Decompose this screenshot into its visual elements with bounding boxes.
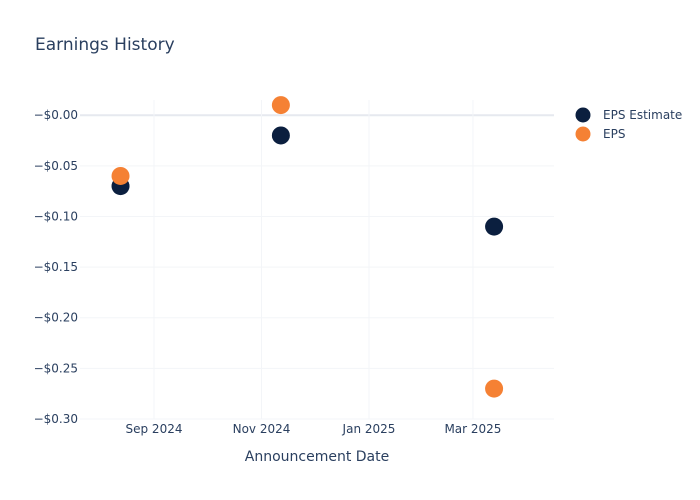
eps-estimate-point [485,217,504,236]
x-tick-label: Sep 2024 [126,422,183,436]
chart-title: Earnings History [35,35,175,55]
y-tick-label: −$0.25 [34,361,78,375]
y-tick-label: −$0.05 [34,159,78,173]
legend-marker [575,126,591,142]
legend-item-eps[interactable]: EPS [575,126,626,142]
eps-estimate-point [271,126,290,145]
legend-label: EPS [603,127,625,141]
y-tick-label: −$0.10 [34,209,78,223]
grid [80,100,554,420]
y-tick-label: −$0.00 [34,108,78,122]
y-tick-label: −$0.20 [34,311,78,325]
data-points [111,96,504,398]
x-axis: Sep 2024 Nov 2024 Jan 2025 Mar 2025 [126,422,502,436]
x-axis-title: Announcement Date [245,449,389,465]
x-tick-label: Mar 2025 [444,422,501,436]
y-axis: −$0.00 −$0.05 −$0.10 −$0.15 −$0.20 −$0.25 −$0.… [34,108,78,426]
x-tick-label: Jan 2025 [342,422,396,436]
y-tick-label: −$0.15 [34,260,78,274]
eps-point [111,166,130,185]
y-tick-label: −$0.30 [34,412,78,426]
legend-marker [575,107,591,123]
x-tick-label: Nov 2024 [233,422,291,436]
eps-point [485,379,504,398]
legend-label: EPS Estimate [603,108,682,122]
legend-item-eps-estimate[interactable]: EPS Estimate [575,107,683,123]
legend[interactable]: EPS Estimate EPS [575,107,683,142]
eps-point [271,96,290,115]
